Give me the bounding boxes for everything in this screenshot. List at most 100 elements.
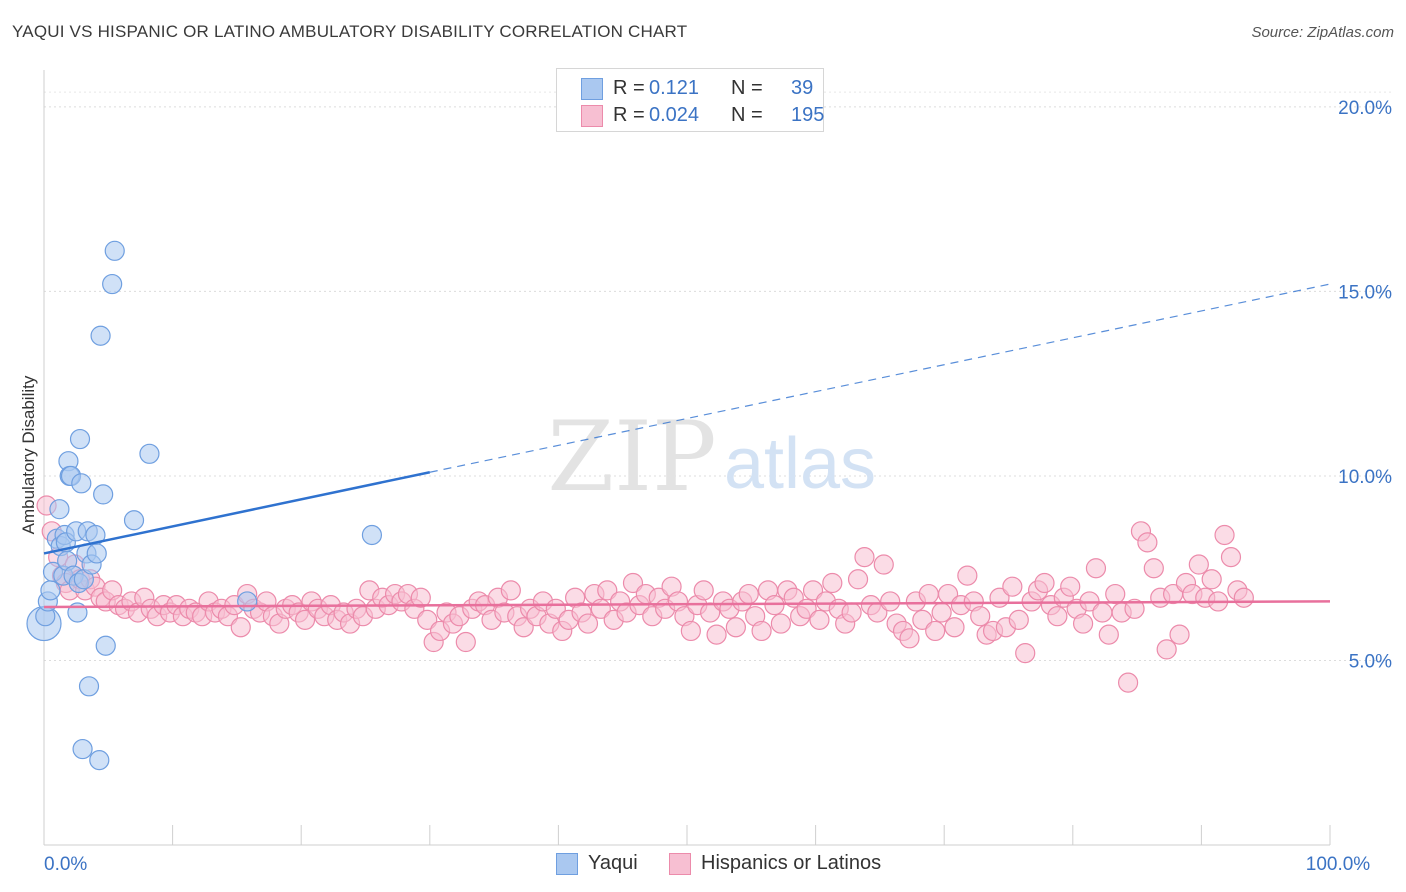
hispanic-point [1124, 598, 1145, 619]
hispanic-point [1092, 602, 1113, 623]
legend-r-value: 0.024 [649, 104, 700, 126]
legend-swatch-hispanic [581, 105, 603, 127]
hispanic-point [1072, 613, 1094, 634]
hispanic-point [455, 631, 476, 653]
tick-labels: 5.0% 10.0% 15.0% 20.0% 0.0% 100.0% [44, 98, 1392, 875]
hispanic-point [1220, 547, 1242, 568]
hispanic-point [1085, 558, 1107, 579]
yaqui-point [90, 325, 111, 346]
chart-title: YAQUI VS HISPANIC OR LATINO AMBULATORY D… [12, 22, 688, 41]
hispanic-point [1169, 624, 1190, 645]
hispanic-point [577, 613, 599, 634]
hispanic-point [1105, 583, 1126, 605]
y-tick-label: 20.0% [1338, 98, 1392, 119]
yaqui-point [104, 240, 125, 261]
hispanic-point [912, 609, 933, 630]
hispanic-point [944, 617, 965, 638]
hispanic-point [1002, 576, 1023, 597]
yaqui-point [93, 484, 114, 505]
yaqui-point [89, 750, 110, 771]
hispanic-point [680, 620, 701, 642]
hispanic-point [693, 580, 714, 601]
axes [43, 70, 1331, 846]
yaqui-trend-line [43, 471, 431, 555]
hispanic-point [899, 628, 920, 649]
yaqui-point [71, 473, 92, 494]
yaqui-point [139, 443, 160, 464]
hispanic-point [294, 609, 316, 630]
hispanic-point [822, 572, 843, 594]
x-tick-label: 100.0% [1306, 854, 1371, 875]
legend-n-value: 195 [791, 104, 825, 126]
hispanic-point [841, 602, 862, 623]
hispanic-point [1143, 558, 1164, 579]
bottom-legend-label-hispanic: Hispanics or Latinos [701, 852, 882, 874]
y-tick-label: 10.0% [1338, 467, 1392, 488]
hispanic-point [802, 580, 824, 601]
hispanic-point [931, 602, 952, 623]
yaqui-point [361, 524, 383, 546]
yaqui-point [123, 510, 145, 531]
hispanic-point [809, 609, 830, 630]
hispanic-point [1137, 532, 1158, 553]
hispanic-point [513, 617, 534, 638]
y-axis-label: Ambulatory Disability [19, 375, 38, 534]
hispanic-point [1214, 524, 1235, 546]
yaqui-point [78, 676, 100, 697]
hispanic-point [764, 595, 785, 616]
hispanic-point [751, 620, 772, 642]
hispanic-point [417, 609, 438, 630]
hispanic-point [706, 624, 727, 645]
hispanic-point [1233, 587, 1254, 608]
hispanic-point [1008, 609, 1029, 630]
legend-swatch-yaqui [581, 78, 603, 100]
hispanic-point [1201, 569, 1222, 590]
hispanic-point [1188, 554, 1209, 575]
hispanic-point [970, 606, 991, 627]
legend-r-value: 0.121 [649, 77, 700, 99]
hispanic-trend-line [43, 600, 1331, 609]
legend-n-value: 39 [791, 77, 814, 99]
hispanic-point [957, 565, 978, 586]
hispanic-point [410, 587, 431, 608]
yaqui-point [72, 738, 93, 760]
legend-r-label: R = [613, 77, 645, 99]
legend-n-label: N = [731, 104, 763, 126]
legend-n-label: N = [731, 77, 763, 99]
hispanic-point [230, 617, 251, 638]
legend-r-label: R = [613, 104, 645, 126]
hispanic-point [880, 591, 901, 612]
yaqui-point [237, 591, 258, 612]
watermark-atlas: atlas [724, 424, 876, 504]
watermark: ZIP atlas [547, 401, 876, 513]
bottom-legend-label-yaqui: Yaqui [588, 852, 638, 874]
hispanic-point [1060, 576, 1081, 597]
yaqui-point [86, 543, 107, 564]
hispanic-point [597, 580, 618, 601]
hispanic-point [925, 620, 946, 642]
yaqui-point [69, 428, 91, 450]
hispanic-point [1047, 606, 1068, 627]
hispanic-point [500, 580, 521, 601]
yaqui-point [40, 580, 61, 601]
hispanic-point [873, 554, 894, 575]
hispanic-point [1117, 672, 1139, 693]
x-tick-label: 0.0% [44, 854, 87, 875]
hispanic-point [847, 569, 869, 590]
y-tick-label: 5.0% [1349, 651, 1392, 672]
hispanic-point [1098, 624, 1119, 645]
yaqui-point [95, 635, 116, 656]
trend-lines [43, 283, 1331, 609]
hispanic-point [1156, 639, 1177, 660]
bottom-legend-swatch-hispanic [669, 853, 691, 875]
hispanic-point [725, 617, 746, 638]
hispanic-point [1015, 642, 1036, 664]
yaqui-point [49, 499, 70, 520]
hispanic-point [918, 583, 939, 605]
hispanic-point [738, 583, 759, 605]
y-tick-label: 15.0% [1338, 282, 1392, 303]
source-label: Source: ZipAtlas.com [1251, 24, 1394, 41]
stats-legend: R = 0.121 N = 39 R = 0.024 N = 195 [556, 68, 824, 132]
hispanic-point [1034, 572, 1055, 594]
watermark-zip: ZIP [547, 401, 716, 513]
